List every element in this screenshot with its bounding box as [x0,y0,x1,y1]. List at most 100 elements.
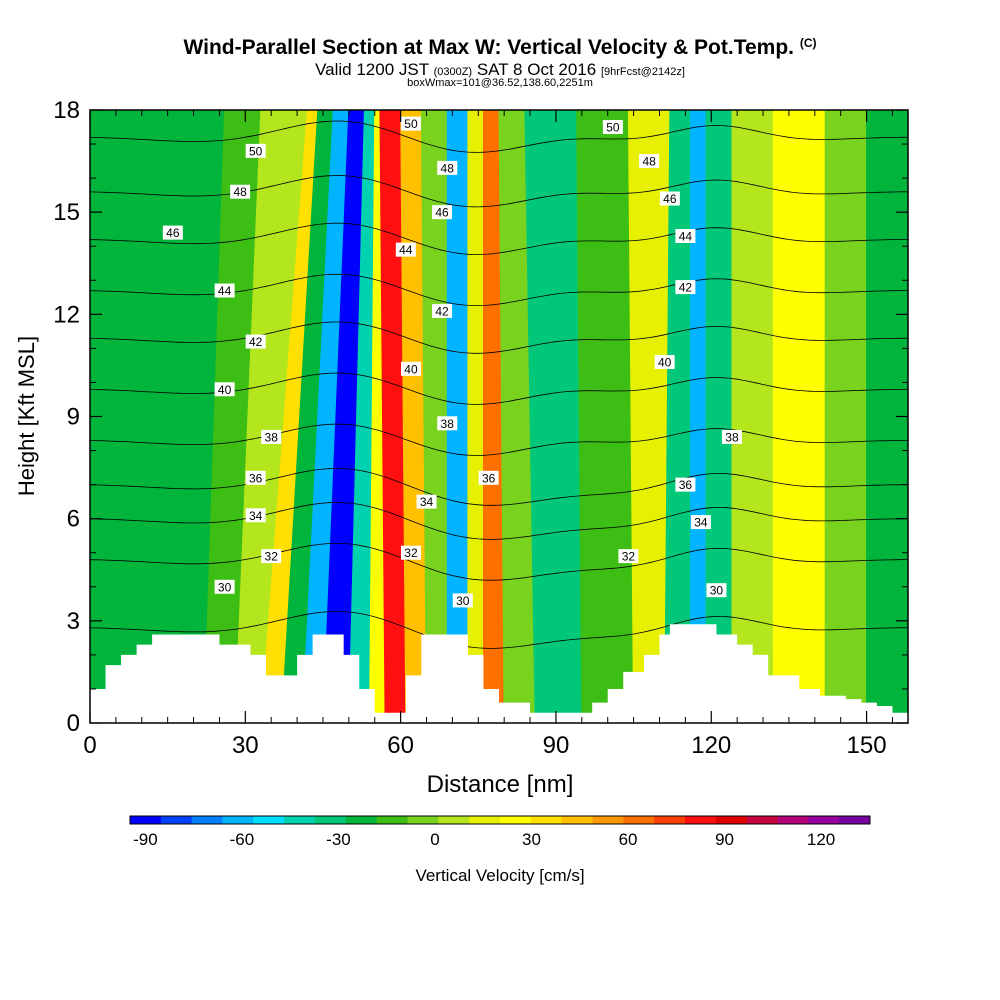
svg-text:38: 38 [265,430,279,444]
velocity-band [664,110,692,723]
colorbar-swatch [284,816,316,824]
colorbar-swatch [438,816,470,824]
x-tick-label: 150 [847,732,887,759]
colorbar-swatch [654,816,686,824]
velocity-band [467,110,484,723]
svg-text:42: 42 [435,304,449,318]
svg-text:30: 30 [456,594,470,608]
contour-label: 38 [437,416,458,431]
x-tick-label: 60 [387,732,414,759]
velocity-band [234,110,308,723]
velocity-band [627,110,671,723]
colorbar-tick-label: 30 [522,830,541,849]
colorbar-tick-label: 0 [430,830,439,849]
contour-label: 32 [618,549,639,564]
y-tick-label: 12 [53,301,80,328]
velocity-band [731,110,774,723]
colorbar-label: Vertical Velocity [cm/s] [415,866,584,885]
svg-text:36: 36 [482,471,496,485]
colorbar-tick-label: -60 [230,830,255,849]
velocity-band [400,110,428,723]
contour-label: 36 [245,470,266,485]
svg-text:50: 50 [404,117,418,131]
svg-text:50: 50 [606,121,620,135]
chart-title: Wind-Parallel Section at Max W: Vertical… [183,36,817,59]
svg-text:48: 48 [642,155,656,169]
svg-text:46: 46 [166,226,180,240]
velocity-band [130,110,226,723]
colorbar-swatch [592,816,624,824]
velocity-band [576,110,635,723]
contour-label: 44 [675,229,696,244]
contour-label: 40 [214,382,235,397]
contour-label: 34 [245,508,266,523]
contour-label: 32 [261,549,282,564]
contour-label: 38 [721,429,742,444]
theta-contour [90,120,908,153]
svg-text:40: 40 [658,356,672,370]
contour-label: 48 [639,154,660,169]
svg-text:32: 32 [404,546,418,560]
svg-text:42: 42 [679,281,693,295]
contour-label: 44 [214,283,235,298]
velocity-band [322,110,365,723]
svg-text:32: 32 [265,550,279,564]
svg-text:34: 34 [249,509,263,523]
colorbar-swatch [715,816,748,824]
theta-contour [90,467,908,506]
theta-contour [90,175,908,208]
colorbar-tick-label: -90 [133,830,158,849]
contour-label: 50 [602,120,623,135]
contour-label: 42 [245,334,266,349]
x-tick-label: 30 [232,732,259,759]
velocity-band [498,110,536,723]
contour-label: 48 [230,184,251,199]
svg-text:48: 48 [441,161,455,175]
theta-contour [90,611,908,649]
velocity-band [482,110,505,723]
colorbar-tick-label: 120 [807,830,835,849]
y-tick-label: 3 [67,608,80,635]
svg-text:36: 36 [249,471,263,485]
colorbar-swatch [376,816,408,824]
theta-contour [90,321,908,354]
x-tick-label: 90 [543,732,570,759]
theta-contour [90,423,908,456]
svg-text:38: 38 [441,417,455,431]
colorbar-swatch [746,816,778,824]
velocity-band [90,110,143,723]
colorbar-swatch [469,816,501,824]
contour-label: 46 [659,191,680,206]
velocity-band [866,110,908,723]
velocity-band [369,110,386,723]
y-tick-label: 18 [53,97,80,124]
contour-label: 36 [478,470,499,485]
velocity-band [824,110,868,723]
contour-label: 30 [706,583,727,598]
contour-label: 30 [452,593,473,608]
contour-label: 34 [690,515,711,530]
contour-label: 48 [437,160,458,175]
colorbar-swatch [345,816,378,824]
vertical-velocity-field [90,110,908,723]
velocity-band [281,110,334,723]
pot-temp-contours [90,120,908,649]
contour-label: 46 [162,225,183,240]
contour-label: 50 [400,116,421,131]
svg-text:38: 38 [725,430,739,444]
terrain-polygon [90,624,908,723]
colorbar-tick-label: 90 [715,830,734,849]
colorbar-swatch [777,816,809,824]
colorbar-swatch [500,816,532,824]
contour-label: 32 [400,545,421,560]
svg-text:30: 30 [218,580,232,594]
velocity-band [420,110,448,723]
box-wmax-info: boxWmax=101@36.52,138.60,2251m [407,77,593,89]
colorbar-tick-label: -30 [326,830,351,849]
svg-text:46: 46 [435,206,449,220]
colorbar-tick-label: 60 [619,830,638,849]
svg-text:48: 48 [233,185,247,199]
contour-label: 36 [675,477,696,492]
x-tick-label: 0 [83,732,96,759]
